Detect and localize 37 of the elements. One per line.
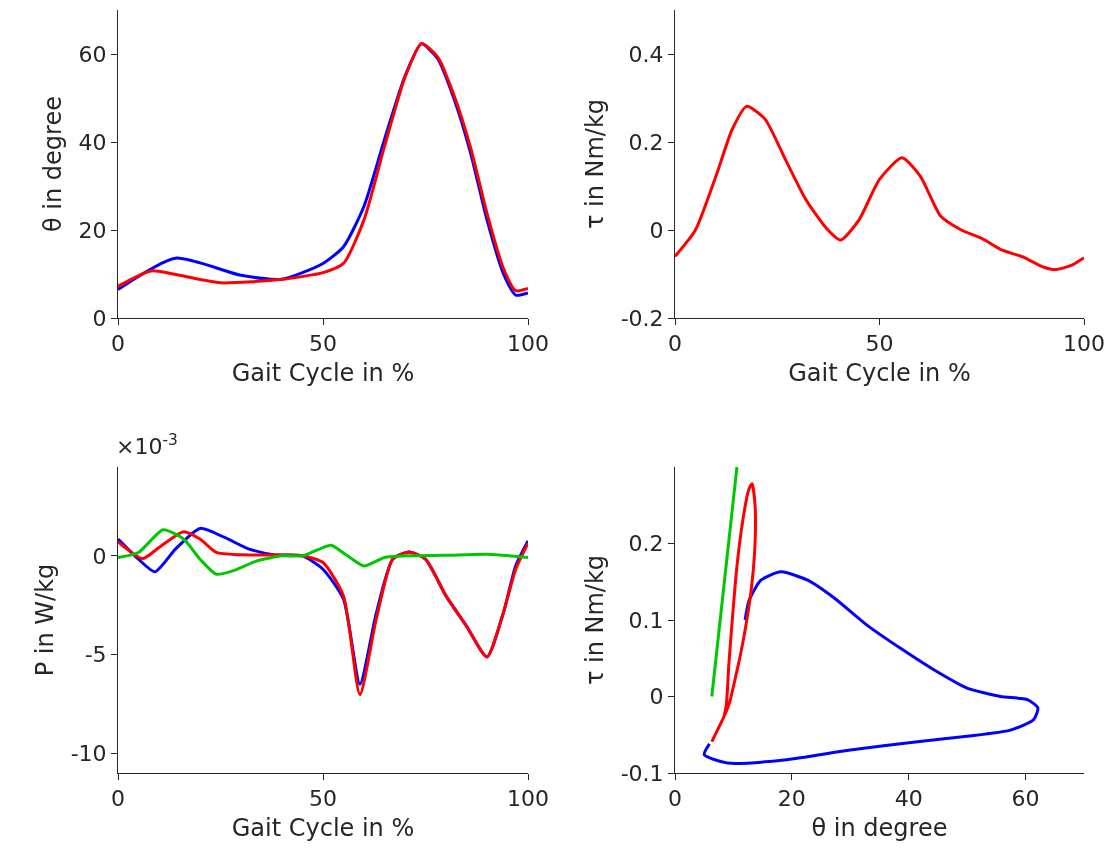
x-axis-title: Gait Cycle in % bbox=[788, 358, 971, 387]
y-tick-label: -5 bbox=[84, 642, 107, 668]
x-tick-label: 20 bbox=[777, 786, 806, 812]
x-tick-label: 50 bbox=[309, 786, 337, 812]
x-axis-title: θ in degree bbox=[811, 813, 948, 842]
x-tick-label: 40 bbox=[894, 786, 923, 812]
y-axis-title: θ in degree bbox=[38, 96, 67, 232]
x-axis-title: Gait Cycle in % bbox=[231, 358, 415, 387]
y-axis-title: P in W/kg bbox=[30, 563, 59, 677]
y-tick-label: 20 bbox=[78, 217, 107, 243]
y-tick-label: 0 bbox=[92, 543, 107, 569]
x-axis-title: Gait Cycle in % bbox=[231, 813, 415, 842]
y-tick-label: -10 bbox=[70, 740, 107, 766]
x-tick-label: 0 bbox=[668, 786, 682, 812]
x-tick-label: 60 bbox=[1011, 786, 1040, 812]
y-tick-label: 0 bbox=[649, 217, 664, 243]
x-tick-label: 0 bbox=[111, 786, 125, 812]
y-tick-label: -0.1 bbox=[620, 760, 664, 786]
x-tick-label: 100 bbox=[507, 331, 549, 357]
y-axis-title: τ in Nm/kg bbox=[580, 554, 609, 686]
y-tick-label: 0 bbox=[92, 305, 107, 331]
x-tick-label: 0 bbox=[668, 331, 682, 357]
y-tick-label: 60 bbox=[78, 41, 107, 67]
y-tick-label: 0.2 bbox=[628, 129, 664, 155]
x-tick-label: 100 bbox=[507, 786, 549, 812]
y-tick-label: 0.1 bbox=[628, 607, 664, 633]
y-tick-label: 40 bbox=[78, 129, 107, 155]
x-tick-label: 50 bbox=[309, 331, 337, 357]
x-tick-label: 50 bbox=[865, 331, 894, 357]
y-tick-label: 0 bbox=[649, 684, 664, 710]
y-tick-label: 0.2 bbox=[628, 531, 664, 557]
y-tick-label: -0.2 bbox=[620, 305, 664, 331]
y-axis-title: τ in Nm/kg bbox=[580, 98, 609, 230]
x-tick-label: 0 bbox=[111, 331, 125, 357]
x-tick-label: 100 bbox=[1063, 331, 1105, 357]
text: ×10$^{-3}$ bbox=[116, 431, 178, 460]
y-tick-label: 0.4 bbox=[628, 41, 664, 67]
